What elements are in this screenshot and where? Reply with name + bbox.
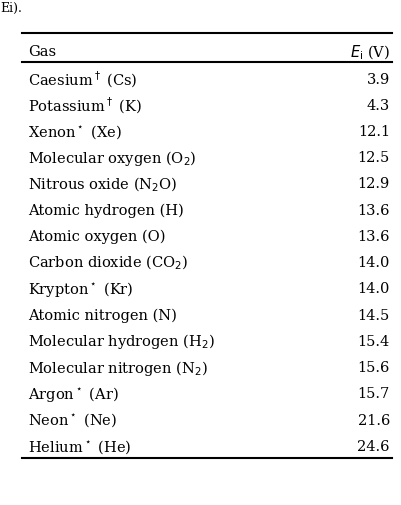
Text: 13.6: 13.6 — [356, 229, 389, 243]
Text: Neon$^\star$ (Ne): Neon$^\star$ (Ne) — [28, 411, 117, 429]
Text: Molecular nitrogen (N$_2$): Molecular nitrogen (N$_2$) — [28, 358, 207, 377]
Text: Helium$^\star$ (He): Helium$^\star$ (He) — [28, 437, 131, 454]
Text: 14.5: 14.5 — [357, 308, 389, 322]
Text: Krypton$^\star$ (Kr): Krypton$^\star$ (Kr) — [28, 279, 134, 298]
Text: Xenon$^\star$ (Xe): Xenon$^\star$ (Xe) — [28, 123, 122, 140]
Text: 12.9: 12.9 — [357, 177, 389, 191]
Text: 15.4: 15.4 — [357, 334, 389, 348]
Text: Caesium$^\dagger$ (Cs): Caesium$^\dagger$ (Cs) — [28, 69, 137, 89]
Text: Potassium$^\dagger$ (K): Potassium$^\dagger$ (K) — [28, 95, 142, 116]
Text: 12.1: 12.1 — [357, 125, 389, 139]
Text: Atomic nitrogen (N): Atomic nitrogen (N) — [28, 308, 176, 322]
Text: 15.6: 15.6 — [356, 361, 389, 374]
Text: 12.5: 12.5 — [357, 151, 389, 165]
Text: Molecular hydrogen (H$_2$): Molecular hydrogen (H$_2$) — [28, 332, 215, 350]
Text: Gas: Gas — [28, 45, 56, 59]
Text: Argon$^\star$ (Ar): Argon$^\star$ (Ar) — [28, 384, 119, 403]
Text: 21.6: 21.6 — [356, 413, 389, 427]
Text: Nitrous oxide (N$_2$O): Nitrous oxide (N$_2$O) — [28, 175, 177, 193]
Text: 24.6: 24.6 — [356, 439, 389, 453]
Text: Molecular oxygen (O$_2$): Molecular oxygen (O$_2$) — [28, 148, 196, 167]
Text: Atomic oxygen (O): Atomic oxygen (O) — [28, 229, 165, 243]
Text: 14.0: 14.0 — [356, 282, 389, 296]
Text: Ei).: Ei). — [0, 3, 22, 15]
Text: 13.6: 13.6 — [356, 203, 389, 217]
Text: Carbon dioxide (CO$_2$): Carbon dioxide (CO$_2$) — [28, 254, 188, 272]
Text: 15.7: 15.7 — [357, 386, 389, 400]
Text: 14.0: 14.0 — [356, 256, 389, 270]
Text: $E_{\mathrm{i}}$ (V): $E_{\mathrm{i}}$ (V) — [349, 43, 389, 62]
Text: Atomic hydrogen (H): Atomic hydrogen (H) — [28, 203, 183, 218]
Text: 4.3: 4.3 — [366, 98, 389, 113]
Text: 3.9: 3.9 — [366, 72, 389, 86]
